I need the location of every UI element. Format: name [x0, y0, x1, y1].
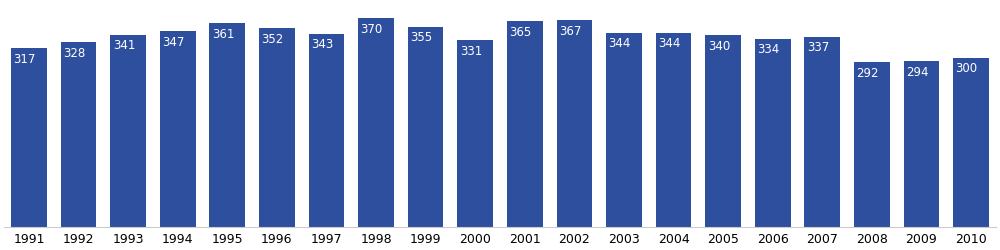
- Bar: [804, 37, 840, 227]
- Text: 292: 292: [857, 67, 879, 80]
- Text: 343: 343: [311, 38, 333, 51]
- Bar: [110, 35, 146, 227]
- Text: 352: 352: [262, 33, 284, 46]
- Text: 331: 331: [460, 45, 482, 58]
- Bar: [755, 38, 791, 227]
- Bar: [61, 42, 96, 227]
- Bar: [656, 33, 691, 227]
- Text: 344: 344: [658, 38, 681, 51]
- Text: 340: 340: [708, 40, 730, 53]
- Text: 300: 300: [956, 62, 978, 75]
- Bar: [854, 62, 890, 227]
- Text: 365: 365: [509, 26, 532, 39]
- Bar: [557, 20, 592, 227]
- Bar: [408, 27, 443, 227]
- Bar: [953, 58, 989, 227]
- Bar: [705, 35, 741, 227]
- Bar: [358, 18, 394, 227]
- Text: 347: 347: [162, 36, 185, 49]
- Bar: [457, 40, 493, 227]
- Bar: [259, 28, 295, 227]
- Text: 370: 370: [361, 23, 383, 36]
- Bar: [209, 23, 245, 227]
- Bar: [507, 21, 543, 227]
- Text: 328: 328: [63, 46, 85, 60]
- Text: 334: 334: [757, 43, 780, 56]
- Bar: [606, 33, 642, 227]
- Text: 361: 361: [212, 28, 234, 41]
- Text: 367: 367: [559, 24, 581, 38]
- Bar: [160, 31, 196, 227]
- Text: 341: 341: [113, 39, 135, 52]
- Text: 294: 294: [906, 66, 929, 79]
- Text: 344: 344: [609, 38, 631, 51]
- Bar: [11, 48, 47, 227]
- Bar: [309, 34, 344, 227]
- Text: 317: 317: [14, 53, 36, 66]
- Text: 355: 355: [410, 31, 432, 44]
- Bar: [904, 61, 939, 227]
- Text: 337: 337: [807, 42, 829, 54]
